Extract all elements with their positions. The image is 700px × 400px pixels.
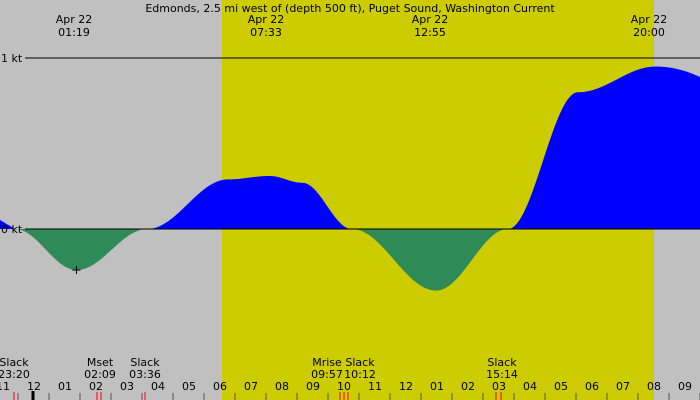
hour-tick-label: 07 [616,380,630,393]
hour-tick-label: 01 [58,380,72,393]
hour-axis: 11 12 01 02 03 04 05 06 07 08 09 10 11 12 01 02 03 04 05 06… [0,380,700,400]
timestamp-date: Apr 22 [56,13,93,26]
hour-tick-label: 12 [399,380,413,393]
event-time: 03:36 [129,368,161,381]
hour-tick-label: 02 [461,380,475,393]
event-name: Slack [487,356,517,369]
hour-tick-label: 11 [0,380,10,393]
event-time: 15:14 [486,368,518,381]
event-name: Slack [130,356,160,369]
max-ebb-marker [72,266,81,275]
event-name: Mrise [312,356,342,369]
timestamp-date: Apr 22 [248,13,285,26]
timestamp-time: 12:55 [414,26,446,39]
hour-tick-label: 05 [182,380,196,393]
timestamp-time: 07:33 [250,26,282,39]
hour-tick-label: 10 [337,380,351,393]
event-time: 09:57 [311,368,343,381]
y-axis-label-1kt: 1 kt [1,52,23,65]
hour-tick-label: 12 [27,380,41,393]
timestamp-date: Apr 22 [631,13,668,26]
hour-tick-label: 01 [430,380,444,393]
event-name: Slack [345,356,375,369]
hour-tick-label: 11 [368,380,382,393]
hour-tick-label: 02 [89,380,103,393]
timestamp-date: Apr 22 [412,13,449,26]
y-axis-label-0kt: 0 kt [1,223,23,236]
hour-tick-label: 09 [678,380,692,393]
timestamp-time: 01:19 [58,26,90,39]
hour-tick-label: 06 [213,380,227,393]
hour-tick-label: 03 [492,380,506,393]
event-time: 02:09 [84,368,116,381]
event-time: 23:20 [0,368,30,381]
flood-current-area [0,66,700,229]
hour-tick-label: 03 [120,380,134,393]
event-name: Mset [87,356,114,369]
ebb-current-area [0,229,700,291]
event-labels: Slack23:20Mset02:09Slack03:36Mrise09:57S… [0,356,518,381]
hour-tick-label: 08 [275,380,289,393]
event-time: 10:12 [344,368,376,381]
hour-tick-label: 09 [306,380,320,393]
hour-tick-label: 08 [647,380,661,393]
chart-title: Edmonds, 2.5 mi west of (depth 500 ft), … [145,2,555,15]
hour-tick-label: 06 [585,380,599,393]
hour-tick-label: 04 [523,380,537,393]
event-name: Slack [0,356,29,369]
timestamp-time: 20:00 [633,26,665,39]
hour-tick-label: 07 [244,380,258,393]
hour-tick-label: 05 [554,380,568,393]
hour-tick-label: 04 [151,380,165,393]
